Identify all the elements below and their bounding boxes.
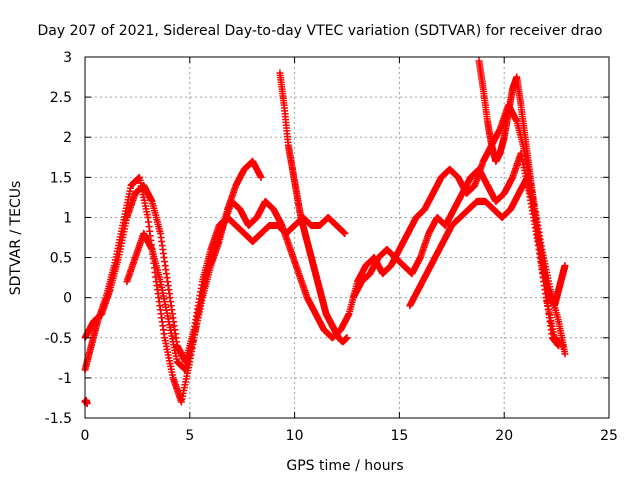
data-points: [81, 57, 569, 408]
series-sat-d: [349, 149, 567, 350]
series-sat-h: [81, 396, 91, 408]
x-tick-label: 10: [286, 428, 304, 444]
y-tick-label: 0.5: [50, 251, 72, 267]
series-sat-f: [406, 173, 563, 350]
y-axis-label: SDTVAR / TECUs: [8, 181, 24, 296]
x-tick-label: 25: [600, 428, 618, 444]
y-tick-label: -1.5: [45, 411, 72, 427]
y-tick-label: 2.5: [50, 90, 72, 106]
plot-frame: [84, 56, 610, 419]
x-axis-label: GPS time / hours: [286, 458, 403, 474]
x-tick-label: 20: [495, 428, 513, 444]
y-tick-label: 0: [63, 291, 72, 307]
data-point: [257, 173, 265, 181]
data-point: [555, 342, 563, 350]
y-tick-label: 1.5: [50, 170, 72, 186]
y-tick-label: -0.5: [45, 331, 72, 347]
series-sat-g: [123, 157, 265, 374]
data-point: [343, 334, 351, 342]
x-tick-label: 15: [390, 428, 408, 444]
y-tick-label: 3: [63, 50, 72, 66]
y-tick-label: -1: [58, 371, 72, 387]
data-point: [341, 229, 349, 237]
series-sat-c: [276, 69, 351, 346]
axis-ticks: 0 5 10 15 20 25 -1.5 -1 -0.5 0 0.5 1 1.5 2 2.5 3: [45, 50, 618, 444]
chart-title: Day 207 of 2021, Sidereal Day-to-day VTE…: [37, 23, 602, 39]
y-tick-label: 2: [63, 130, 72, 146]
y-tick-label: 1: [63, 210, 72, 226]
data-point: [561, 262, 569, 270]
x-tick-label: 0: [81, 428, 90, 444]
x-tick-label: 5: [185, 428, 194, 444]
data-point: [561, 350, 569, 358]
